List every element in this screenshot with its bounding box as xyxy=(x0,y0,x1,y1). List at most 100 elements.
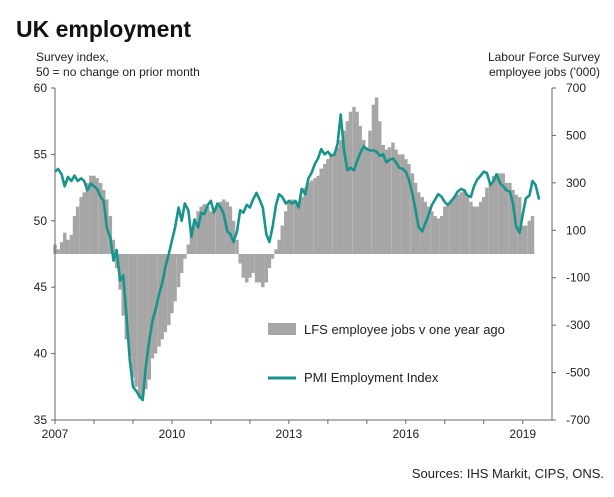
left-tick-label: 55 xyxy=(34,147,48,161)
lfs-bar xyxy=(56,249,60,254)
x-tick-label: 2007 xyxy=(42,427,69,441)
lfs-bar xyxy=(355,111,359,254)
lfs-bar xyxy=(215,206,220,254)
lfs-bar xyxy=(111,239,116,254)
x-tick-label: 2019 xyxy=(509,427,536,441)
lfs-bar xyxy=(342,130,346,254)
pmi-employment-line xyxy=(54,113,541,402)
lfs-bar xyxy=(404,159,408,254)
left-axis-note-line2: 50 = no change on prior month xyxy=(36,65,200,79)
lfs-bar xyxy=(176,254,181,288)
lfs-bar xyxy=(300,197,304,254)
lfs-bar xyxy=(527,220,532,254)
lfs-bar xyxy=(235,239,239,254)
lfs-bar xyxy=(306,182,311,254)
lfs-bar xyxy=(248,254,252,278)
lfs-bar xyxy=(59,242,64,254)
lfs-bar xyxy=(82,192,86,254)
chart-title: UK employment xyxy=(16,16,192,42)
lfs-bar xyxy=(433,216,437,254)
lfs-bar xyxy=(296,201,301,254)
lfs-bar xyxy=(66,239,70,254)
lfs-bar xyxy=(179,254,184,273)
lfs-bar xyxy=(465,197,470,254)
right-axis-note-line1: Labour Force Survey xyxy=(487,50,600,64)
lfs-bar xyxy=(153,254,158,354)
lfs-bar xyxy=(150,254,155,359)
lfs-bar xyxy=(530,216,535,254)
lfs-bar xyxy=(267,254,272,269)
lfs-bar xyxy=(264,254,268,283)
lfs-bar xyxy=(316,175,320,254)
lfs-bar xyxy=(147,254,152,380)
lfs-bar xyxy=(365,147,369,254)
lfs-bar xyxy=(206,206,210,254)
lfs-bar xyxy=(251,254,255,273)
lfs-bar xyxy=(309,180,314,254)
lfs-bar xyxy=(430,211,434,254)
lfs-bar xyxy=(85,182,90,254)
lfs-bar xyxy=(98,182,103,254)
lfs-bar xyxy=(290,199,294,254)
lfs-bar xyxy=(488,182,493,254)
lfs-bar xyxy=(339,140,343,254)
legend-bar-swatch xyxy=(268,323,296,335)
lfs-bar xyxy=(183,254,187,259)
lfs-bar xyxy=(140,254,145,397)
lfs-bar xyxy=(245,254,249,283)
lfs-bar xyxy=(508,182,512,254)
lfs-bar xyxy=(102,189,106,254)
lfs-bar xyxy=(202,204,207,254)
left-axis-note-line1: Survey index, xyxy=(36,50,109,64)
lfs-bar xyxy=(362,140,366,254)
lfs-bar xyxy=(511,189,515,254)
lfs-bar xyxy=(89,175,93,254)
lfs-bar xyxy=(199,206,203,254)
lfs-bar xyxy=(196,211,200,254)
lfs-bar xyxy=(475,206,479,254)
left-tick-label: 60 xyxy=(34,81,48,95)
lfs-bar xyxy=(131,254,135,378)
lfs-bar xyxy=(335,147,340,254)
lfs-bar xyxy=(270,254,275,259)
lfs-bar xyxy=(218,201,223,254)
lfs-bar xyxy=(397,154,401,254)
lfs-bar xyxy=(478,201,483,254)
lfs-bar xyxy=(254,254,259,283)
lfs-bar xyxy=(407,163,411,254)
lfs-bar xyxy=(167,254,171,326)
lfs-bar xyxy=(261,254,265,288)
lfs-bar xyxy=(521,225,525,254)
lfs-bar xyxy=(524,225,528,254)
lfs-bar xyxy=(280,225,284,254)
lfs-bar xyxy=(348,111,353,254)
lfs-bar xyxy=(387,147,392,254)
lfs-bar xyxy=(238,254,242,264)
lfs-bar xyxy=(352,106,356,254)
lfs-bar xyxy=(446,204,450,254)
lfs-bar xyxy=(189,230,194,254)
right-tick-label: -500 xyxy=(566,366,590,380)
lfs-bar xyxy=(228,206,233,254)
lfs-bar xyxy=(212,213,216,254)
lfs-bar xyxy=(134,254,138,387)
lfs-bar xyxy=(124,254,129,340)
lfs-bar xyxy=(137,254,142,399)
lfs-bar xyxy=(313,178,317,254)
lfs-bar xyxy=(494,173,499,254)
legend-bar-label: LFS employee jobs v one year ago xyxy=(304,322,505,337)
lfs-bar xyxy=(384,149,389,254)
lfs-bar xyxy=(358,125,362,254)
lfs-bar xyxy=(332,154,337,254)
lfs-bar xyxy=(400,154,405,254)
lfs-bar xyxy=(293,201,298,254)
lfs-bar xyxy=(423,201,428,254)
lfs-bar xyxy=(160,254,164,340)
lfs-bar xyxy=(170,254,174,314)
lfs-bar xyxy=(459,192,463,254)
lfs-bar xyxy=(303,187,307,254)
right-axis-note-line2: employee jobs ('000) xyxy=(488,65,600,79)
lfs-bar xyxy=(323,163,327,254)
lfs-bar xyxy=(345,121,350,254)
